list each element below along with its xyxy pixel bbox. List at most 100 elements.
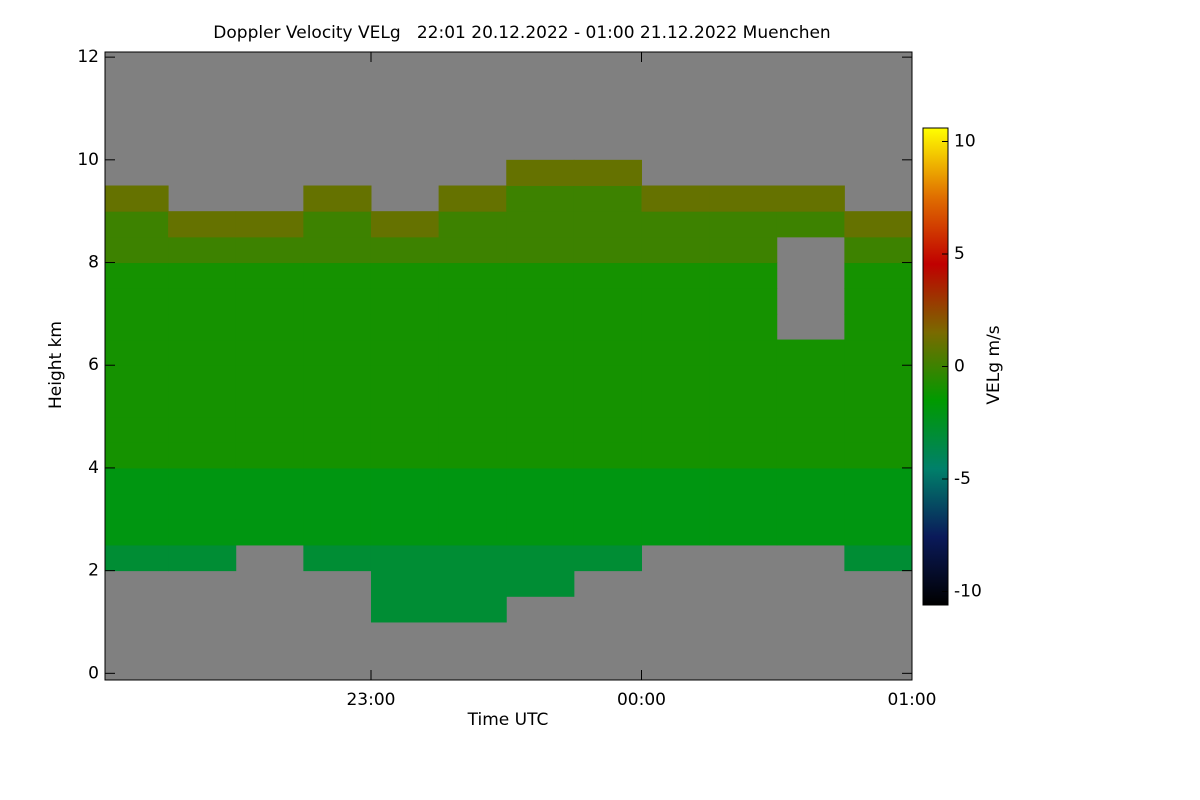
heatmap-cell [844, 365, 913, 392]
heatmap-cell [438, 313, 507, 341]
heatmap-cell [370, 416, 440, 443]
heatmap-cell [370, 211, 440, 238]
heatmap-cell [709, 365, 778, 392]
heatmap-cell [641, 288, 710, 315]
heatmap-cell [776, 519, 845, 546]
heatmap-cell [370, 519, 440, 546]
heatmap-cell [303, 339, 372, 366]
x-tick-label: 23:00 [346, 690, 395, 710]
heatmap-cell [844, 493, 913, 520]
heatmap-cell [641, 493, 710, 520]
heatmap-cell [235, 288, 304, 315]
heatmap-cell [844, 211, 913, 238]
heatmap-cell [438, 493, 507, 520]
heatmap-cell [105, 288, 169, 315]
heatmap-cell [370, 365, 440, 392]
heatmap-cell [235, 390, 304, 418]
heatmap-cell [105, 313, 169, 341]
heatmap-cell [844, 544, 913, 572]
heatmap-cell [844, 442, 913, 469]
heatmap-cell [168, 467, 237, 495]
heatmap-cell [844, 236, 913, 264]
heatmap-cell [438, 442, 507, 469]
heatmap-cell [105, 544, 169, 572]
heatmap-cell [641, 339, 710, 366]
heatmap-cell [573, 390, 642, 418]
heatmap-cell [438, 519, 507, 546]
heatmap-cell [506, 544, 575, 572]
heatmap-cell [168, 211, 237, 238]
heatmap-cell [844, 288, 913, 315]
heatmap-cell [235, 493, 304, 520]
heatmap-cell [641, 185, 710, 212]
heatmap-cell [438, 288, 507, 315]
heatmap-cell [709, 442, 778, 469]
heatmap-cell [709, 236, 778, 264]
heatmap-cell [438, 236, 507, 264]
heatmap-cell [303, 416, 372, 443]
heatmap-cell [573, 185, 642, 212]
heatmap-cell [370, 544, 440, 572]
heatmap-cell [506, 339, 575, 366]
heatmap-cell [506, 570, 575, 597]
heatmap-cell [438, 365, 507, 392]
y-tick-label: 2 [88, 561, 99, 581]
colorbar-tick-label: 5 [954, 244, 965, 264]
heatmap-cell [168, 313, 237, 341]
heatmap-cell [438, 339, 507, 366]
heatmap-cell [438, 211, 507, 238]
heatmap-cell [573, 493, 642, 520]
heatmap-cell [303, 442, 372, 469]
colorbar-tick-label: 0 [954, 357, 965, 377]
heatmap-cell [168, 442, 237, 469]
heatmap-cell [844, 390, 913, 418]
heatmap-cell [235, 211, 304, 238]
heatmap-cell [776, 185, 845, 212]
heatmap-cell [303, 467, 372, 495]
heatmap-cell [235, 236, 304, 264]
heatmap-cell [641, 262, 710, 289]
heatmap-cell [641, 442, 710, 469]
y-tick-label: 8 [88, 253, 99, 273]
heatmap-cell [438, 416, 507, 443]
heatmap-cell [370, 313, 440, 341]
y-tick-label: 10 [77, 150, 99, 170]
heatmap-cell [641, 365, 710, 392]
heatmap-cell [844, 313, 913, 341]
heatmap-cell [573, 519, 642, 546]
heatmap-cell [573, 442, 642, 469]
heatmap-cell [573, 339, 642, 366]
heatmap-cell [370, 493, 440, 520]
heatmap-cell [709, 416, 778, 443]
heatmap-cell [844, 416, 913, 443]
heatmap-cell [105, 185, 169, 212]
heatmap-cell [105, 493, 169, 520]
heatmap-cell [235, 416, 304, 443]
heatmap-cell [168, 519, 237, 546]
heatmap-cell [506, 365, 575, 392]
heatmap-cell [370, 262, 440, 289]
heatmap-cell [844, 262, 913, 289]
heatmap-cell [370, 288, 440, 315]
heatmap-cell [438, 570, 507, 597]
heatmap-cell [168, 365, 237, 392]
heatmap-cell [303, 493, 372, 520]
heatmap-cell [105, 211, 169, 238]
heatmap-cell [573, 467, 642, 495]
heatmap-cell [370, 467, 440, 495]
heatmap-cell [709, 339, 778, 366]
heatmap-cell [506, 211, 575, 238]
heatmap-cell [641, 467, 710, 495]
heatmap-cell [105, 519, 169, 546]
heatmap-cell [641, 390, 710, 418]
heatmap-cell [168, 288, 237, 315]
heatmap-cell [168, 544, 237, 572]
heatmap-cell [573, 211, 642, 238]
heatmap-cell [573, 365, 642, 392]
heatmap-cell [776, 416, 845, 443]
y-tick-label: 12 [77, 47, 99, 67]
heatmap-cell [506, 390, 575, 418]
heatmap-cell [303, 519, 372, 546]
heatmap-cell [303, 544, 372, 572]
y-tick-label: 0 [88, 663, 99, 683]
